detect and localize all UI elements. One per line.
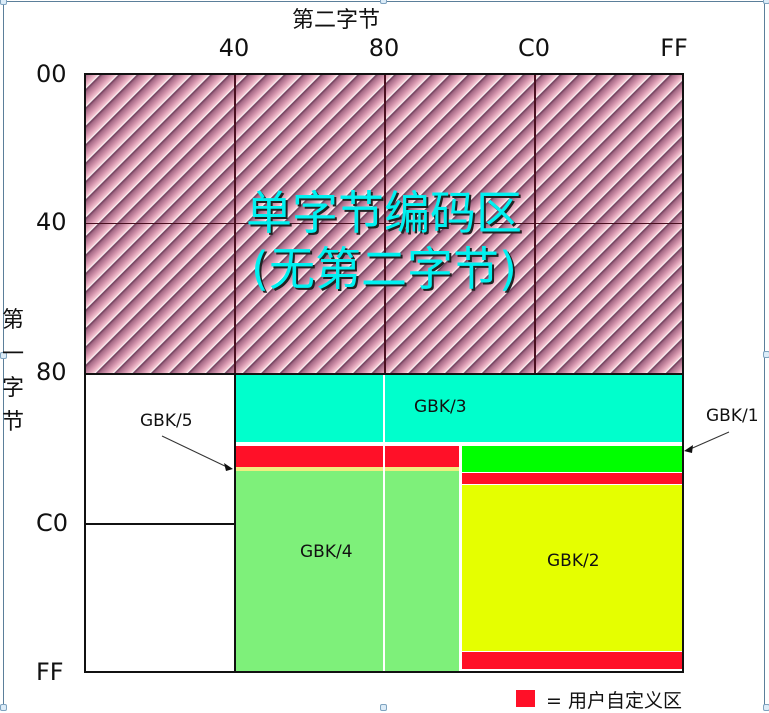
gbk5-region <box>236 467 459 471</box>
resize-handle-right[interactable] <box>763 351 769 358</box>
single-byte-title-line2: (无第二字节) <box>251 242 517 296</box>
y-tick: C0 <box>36 509 69 537</box>
single-byte-title-line1: 单字节编码区 <box>246 186 522 240</box>
resize-handle-left[interactable] <box>0 352 7 359</box>
grid-line <box>86 523 236 525</box>
legend-text: = 用户自定义区 <box>546 690 682 712</box>
y-tick: 00 <box>36 60 67 88</box>
gbk3-region <box>236 375 682 442</box>
x-tick: FF <box>660 34 688 62</box>
user-defined-region <box>236 446 459 467</box>
gbk1-region <box>462 446 682 472</box>
single-byte-title: 单字节编码区 (无第二字节) <box>146 185 622 297</box>
encoding-grid: GBK/3 GBK/4 GBK/2 单字节编码区 (无第二字节) <box>84 73 684 673</box>
grid-line <box>234 75 236 373</box>
gbk2-region <box>462 485 682 651</box>
gbk4-label: GBK/4 <box>300 542 353 562</box>
resize-handle-top-left[interactable] <box>0 0 7 5</box>
gbk1-arrow-icon <box>687 431 730 451</box>
resize-handle-top[interactable] <box>380 0 387 4</box>
grid-line <box>384 75 386 373</box>
gbk1-label: GBK/1 <box>706 406 759 426</box>
user-defined-region <box>462 473 682 484</box>
x-tick: C0 <box>517 34 551 62</box>
y-tick: 80 <box>36 358 67 386</box>
resize-handle-top-right[interactable] <box>763 0 769 4</box>
y-axis-title: 第一字节 <box>2 308 25 435</box>
gbk5-arrow-icon <box>161 435 230 469</box>
gbk5-label: GBK/5 <box>140 411 193 431</box>
grid-line <box>534 75 536 373</box>
y-tick: 40 <box>36 208 67 236</box>
legend-swatch-user-defined <box>516 690 535 707</box>
gbk1-arrowhead-icon <box>684 445 693 453</box>
x-tick: 40 <box>218 34 250 62</box>
grid-line <box>86 223 682 224</box>
gbk2-label: GBK/2 <box>547 551 600 571</box>
x-axis-title: 第二字节 <box>292 8 381 33</box>
user-defined-region <box>462 652 682 669</box>
grid-line <box>383 375 385 671</box>
gbk5-arrowhead-icon <box>224 463 233 471</box>
y-tick: FF <box>36 658 64 686</box>
x-tick: 80 <box>368 34 400 62</box>
gbk4-region <box>236 471 459 671</box>
gbk3-label: GBK/3 <box>414 397 467 417</box>
grid-line <box>86 373 682 375</box>
